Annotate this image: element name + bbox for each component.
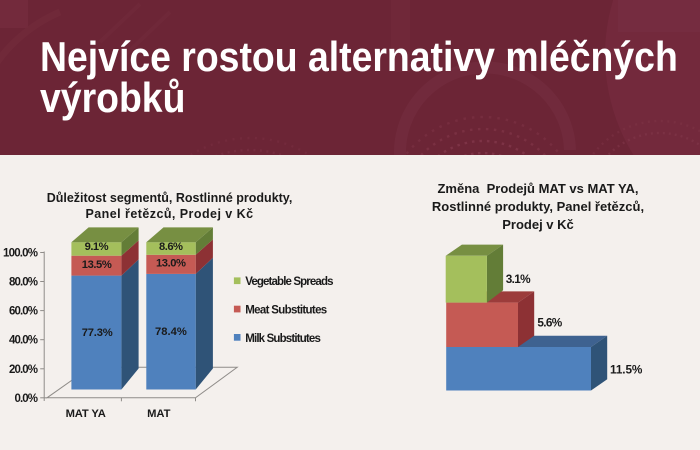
svg-text:20.0%: 20.0% bbox=[9, 364, 38, 376]
svg-text:13.5%: 13.5% bbox=[82, 259, 112, 271]
svg-text:Meat Substitutes: Meat Substitutes bbox=[245, 305, 327, 317]
svg-text:0.0%: 0.0% bbox=[15, 393, 39, 405]
svg-text:11.5%: 11.5% bbox=[610, 363, 643, 377]
svg-text:Milk Substitutes: Milk Substitutes bbox=[245, 333, 321, 345]
svg-text:60.0%: 60.0% bbox=[9, 306, 38, 318]
svg-text:3.1%: 3.1% bbox=[506, 272, 531, 286]
svg-text:5.6%: 5.6% bbox=[537, 315, 562, 329]
svg-text:8.6%: 8.6% bbox=[159, 241, 183, 253]
svg-text:MAT: MAT bbox=[147, 408, 170, 420]
svg-text:MAT YA: MAT YA bbox=[66, 408, 106, 420]
svg-text:100.0%: 100.0% bbox=[3, 248, 38, 260]
svg-text:13.0%: 13.0% bbox=[156, 257, 186, 269]
svg-text:78.4%: 78.4% bbox=[155, 326, 187, 338]
svg-text:Vegetable Spreads: Vegetable Spreads bbox=[245, 276, 333, 288]
svg-text:9.1%: 9.1% bbox=[85, 241, 109, 253]
svg-text:77.3%: 77.3% bbox=[82, 327, 113, 339]
svg-text:80.0%: 80.0% bbox=[9, 277, 38, 289]
svg-text:40.0%: 40.0% bbox=[9, 335, 38, 347]
